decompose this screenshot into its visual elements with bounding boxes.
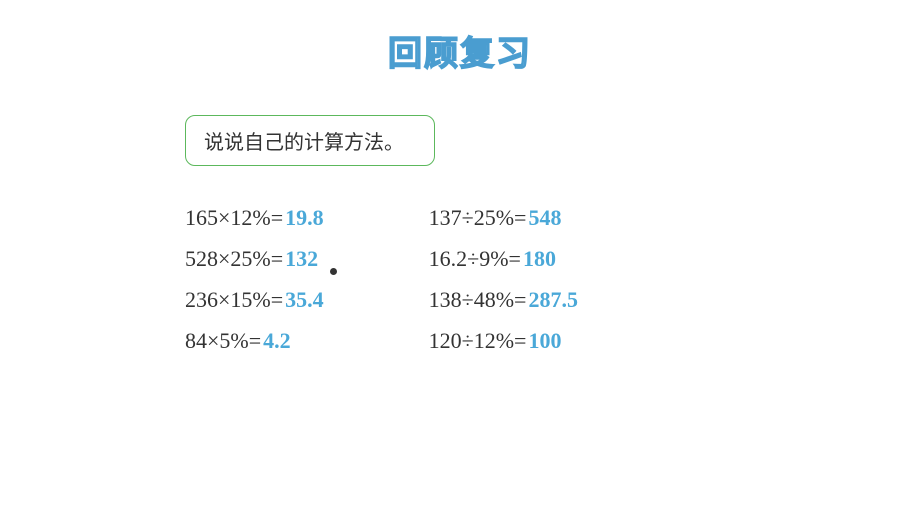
left-column: 165×12%= 19.8 528×25%= 132 236×15%= 35.4… [185, 205, 324, 354]
answer: 4.2 [263, 328, 291, 354]
expression: 16.2÷9%= [429, 246, 521, 272]
right-column: 137÷25%= 548 16.2÷9%= 180 138÷48%= 287.5… [429, 205, 578, 354]
expression: 138÷48%= [429, 287, 527, 313]
answer: 180 [523, 246, 556, 272]
answer: 100 [528, 328, 561, 354]
problem-row: 84×5%= 4.2 [185, 328, 324, 354]
problem-row: 165×12%= 19.8 [185, 205, 324, 231]
expression: 165×12%= [185, 205, 283, 231]
answer: 35.4 [285, 287, 324, 313]
answer: 19.8 [285, 205, 324, 231]
problem-row: 528×25%= 132 [185, 246, 324, 272]
problem-row: 236×15%= 35.4 [185, 287, 324, 313]
expression: 528×25%= [185, 246, 283, 272]
answer: 548 [528, 205, 561, 231]
answer: 132 [285, 246, 318, 272]
problem-row: 16.2÷9%= 180 [429, 246, 578, 272]
expression: 84×5%= [185, 328, 261, 354]
expression: 120÷12%= [429, 328, 527, 354]
speech-text: 说说自己的计算方法。 [204, 132, 404, 154]
expression: 137÷25%= [429, 205, 527, 231]
expression: 236×15%= [185, 287, 283, 313]
problem-row: 138÷48%= 287.5 [429, 287, 578, 313]
problem-row: 137÷25%= 548 [429, 205, 578, 231]
page-title: 回顾复习 [0, 0, 920, 75]
problem-row: 120÷12%= 100 [429, 328, 578, 354]
problems-container: 165×12%= 19.8 528×25%= 132 236×15%= 35.4… [185, 205, 578, 354]
speech-bubble: 说说自己的计算方法。 [185, 115, 435, 166]
answer: 287.5 [528, 287, 578, 313]
